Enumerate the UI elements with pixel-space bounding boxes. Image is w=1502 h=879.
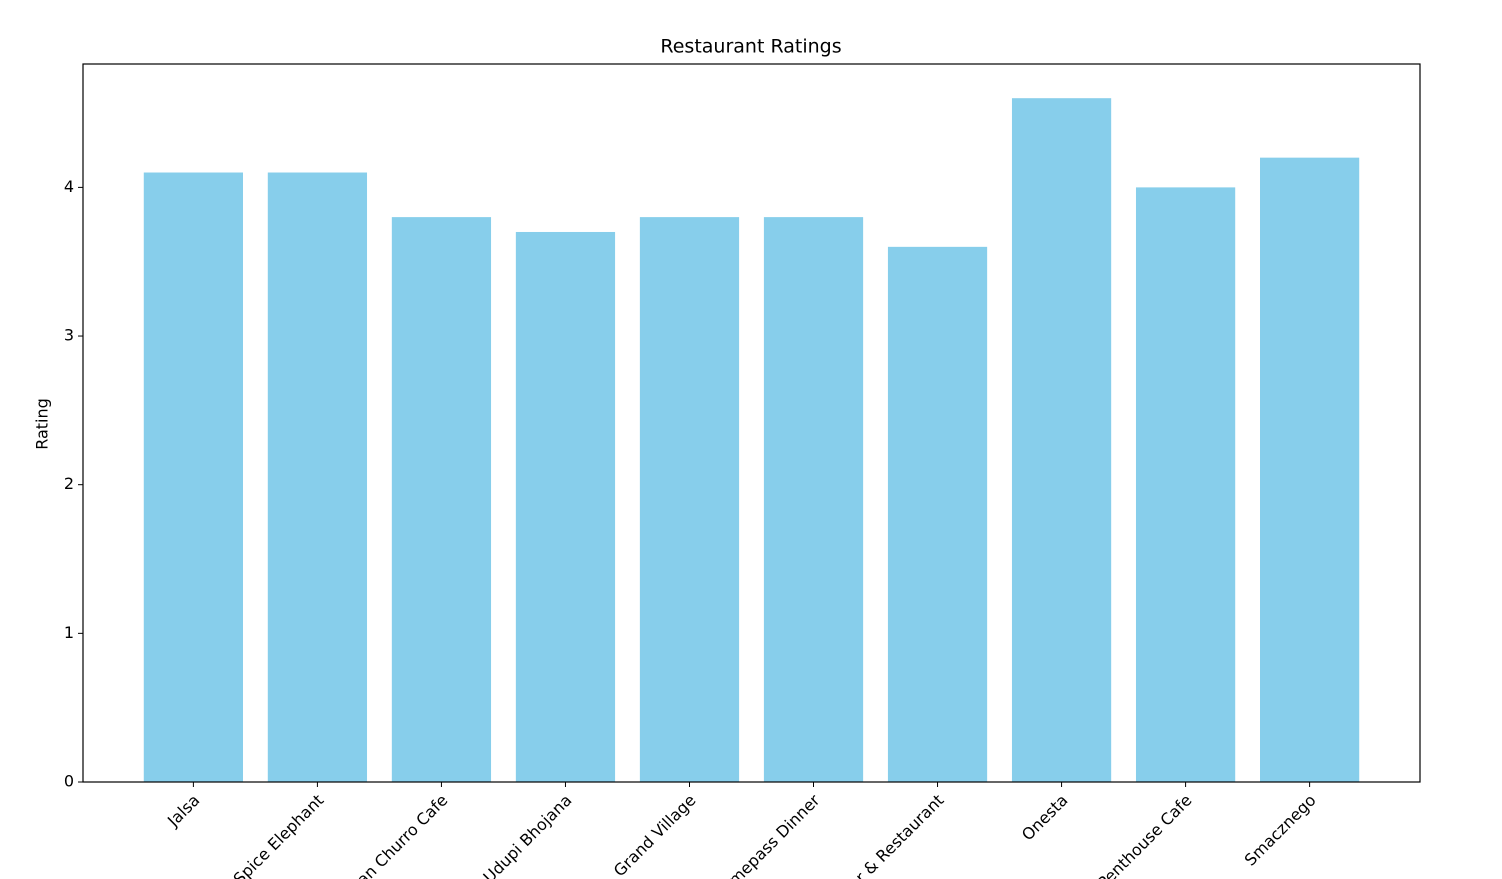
x-tick-label: Timepass Dinner xyxy=(714,790,823,879)
x-tick-label: Onesta xyxy=(1018,791,1072,845)
bar xyxy=(887,246,988,782)
x-tick-label: Jalsa xyxy=(163,791,203,831)
bar xyxy=(143,172,243,783)
plot-frame xyxy=(82,63,1421,783)
x-tick-label: Addhuri Udupi Bhojana xyxy=(432,791,576,879)
bar xyxy=(639,217,740,782)
bar xyxy=(391,217,492,782)
bar xyxy=(267,172,368,783)
y-tick-label: 4 xyxy=(64,177,74,196)
x-tick-label: Spice Elephant xyxy=(230,791,328,879)
x-tick-label: Grand Village xyxy=(610,791,700,879)
y-axis-label: Rating xyxy=(33,398,52,450)
bar xyxy=(763,217,864,782)
x-tick-label: Penthouse Cafe xyxy=(1094,791,1196,879)
y-tick-label: 3 xyxy=(64,326,74,345)
y-tick-label: 2 xyxy=(64,474,74,493)
bar xyxy=(515,231,616,782)
bar xyxy=(1260,157,1360,783)
x-tick-label: San Churro Cafe xyxy=(346,791,452,879)
y-tick-label: 1 xyxy=(64,623,74,642)
chart-title: Restaurant Ratings xyxy=(660,36,841,58)
y-tick-label: 0 xyxy=(64,772,74,791)
bar xyxy=(1135,187,1236,782)
x-tick-label: Smacznego xyxy=(1241,791,1320,870)
bar xyxy=(1011,98,1112,782)
